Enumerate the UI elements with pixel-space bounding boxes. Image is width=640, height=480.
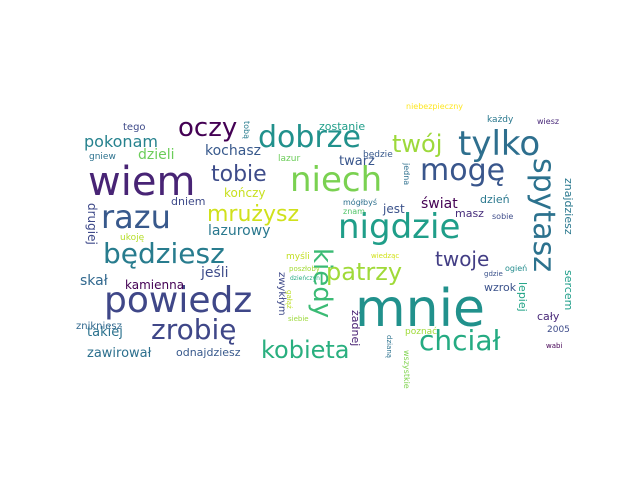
word-gniew: gniew bbox=[89, 152, 116, 162]
word-twoje: twoje bbox=[435, 247, 490, 271]
word-jesli: jeśli bbox=[201, 265, 229, 281]
word-ukoje: ukoję bbox=[120, 233, 145, 243]
word-oczy: oczy bbox=[178, 113, 238, 143]
word-lepiej: lepiej bbox=[516, 282, 529, 312]
word-moge: mogę bbox=[420, 153, 506, 188]
word-spytasz: spytasz bbox=[526, 158, 561, 272]
word-lazurowy: lazurowy bbox=[208, 223, 271, 239]
word-zawirowal: zawirował bbox=[87, 346, 152, 361]
word-wzrok: wzrok bbox=[484, 281, 517, 294]
word-gdzie: gdzie bbox=[484, 270, 503, 278]
word-dzieli: dzieli bbox=[138, 147, 175, 163]
word-powiedz: powiedz bbox=[104, 280, 253, 321]
word-odnajdziesz: odnajdziesz bbox=[176, 346, 241, 359]
word-sobie: sobie bbox=[492, 212, 514, 221]
word-wiem: wiem bbox=[88, 159, 196, 205]
word-siebie: siebie bbox=[288, 315, 309, 323]
word-kochasz: kochasz bbox=[205, 143, 261, 159]
word-chcial: chciał bbox=[419, 324, 501, 357]
word-mnie: mnie bbox=[355, 279, 486, 339]
word-jedna: jedna bbox=[402, 163, 411, 186]
word-bedziesz: będziesz bbox=[103, 237, 225, 270]
word-dzien: dzień bbox=[480, 193, 510, 206]
word-sercem: sercem bbox=[562, 270, 575, 311]
word-znajdziesz: znajdziesz bbox=[562, 178, 575, 235]
word-kazdy: każdy bbox=[487, 115, 514, 125]
word-poznac: poznać bbox=[405, 327, 438, 337]
word-dobrze: dobrze bbox=[258, 120, 361, 155]
word-mruzysz: mrużysz bbox=[207, 202, 299, 227]
word-znikniesz: znikniesz bbox=[76, 321, 122, 332]
word-wabi: wabi bbox=[546, 342, 563, 350]
word-wiesz: wiesz bbox=[537, 117, 560, 126]
word-niebezpieczny: niebezpieczny bbox=[406, 102, 464, 111]
word-wiedzac: wiedząc bbox=[371, 252, 400, 260]
word-mysli: myśli bbox=[286, 252, 310, 262]
word-tobie: tobie bbox=[211, 162, 267, 187]
word-jest: jest bbox=[383, 202, 405, 216]
word-zrobie: zrobię bbox=[151, 313, 237, 346]
word-kobieta: kobieta bbox=[261, 336, 350, 364]
word-ogien: ogień bbox=[505, 264, 528, 273]
word-zadnej: żadnej bbox=[349, 310, 362, 347]
word-dniem: dniem bbox=[171, 195, 206, 208]
word-moglbys: mógłbyś bbox=[343, 198, 378, 207]
word-wszystkie: wszystkie bbox=[402, 350, 411, 389]
word-swiat: świat bbox=[421, 196, 458, 212]
word-twarz: twarz bbox=[339, 154, 375, 169]
word-skal: skał bbox=[80, 273, 108, 289]
word-dzienczyn: dzieńczyn bbox=[290, 275, 320, 282]
word-patrzy: patrzy bbox=[326, 258, 403, 286]
word-lazur: lazur bbox=[278, 154, 301, 164]
word-takiej: takiej bbox=[87, 325, 123, 340]
word-nigdzie: nigdzie bbox=[338, 207, 461, 247]
word-pokonam: pokonam bbox=[84, 132, 158, 151]
word-toba: tobą bbox=[242, 121, 251, 140]
word-konczy: kończy bbox=[224, 186, 266, 200]
word-caly: cały bbox=[537, 310, 560, 323]
word-poszloby: poszłoby bbox=[289, 265, 320, 273]
word-2005: 2005 bbox=[547, 325, 570, 335]
word-drugiej: drugiej bbox=[85, 203, 99, 245]
word-niech: niech bbox=[290, 160, 383, 200]
word-kamienna: kamienna bbox=[125, 278, 185, 292]
word-razu: razu bbox=[101, 198, 171, 236]
word-dziana: dzianą bbox=[385, 335, 393, 359]
word-galaz: gałąź bbox=[285, 290, 293, 309]
word-masz: masz bbox=[455, 207, 484, 220]
word-tego: tego bbox=[123, 122, 146, 133]
word-zostanie: zostanie bbox=[319, 120, 366, 133]
word-znam: znam bbox=[343, 207, 365, 216]
word-bedzie: będzie bbox=[363, 150, 393, 160]
word-twoj: twój bbox=[392, 130, 443, 158]
word-tylko: tylko bbox=[458, 124, 541, 164]
